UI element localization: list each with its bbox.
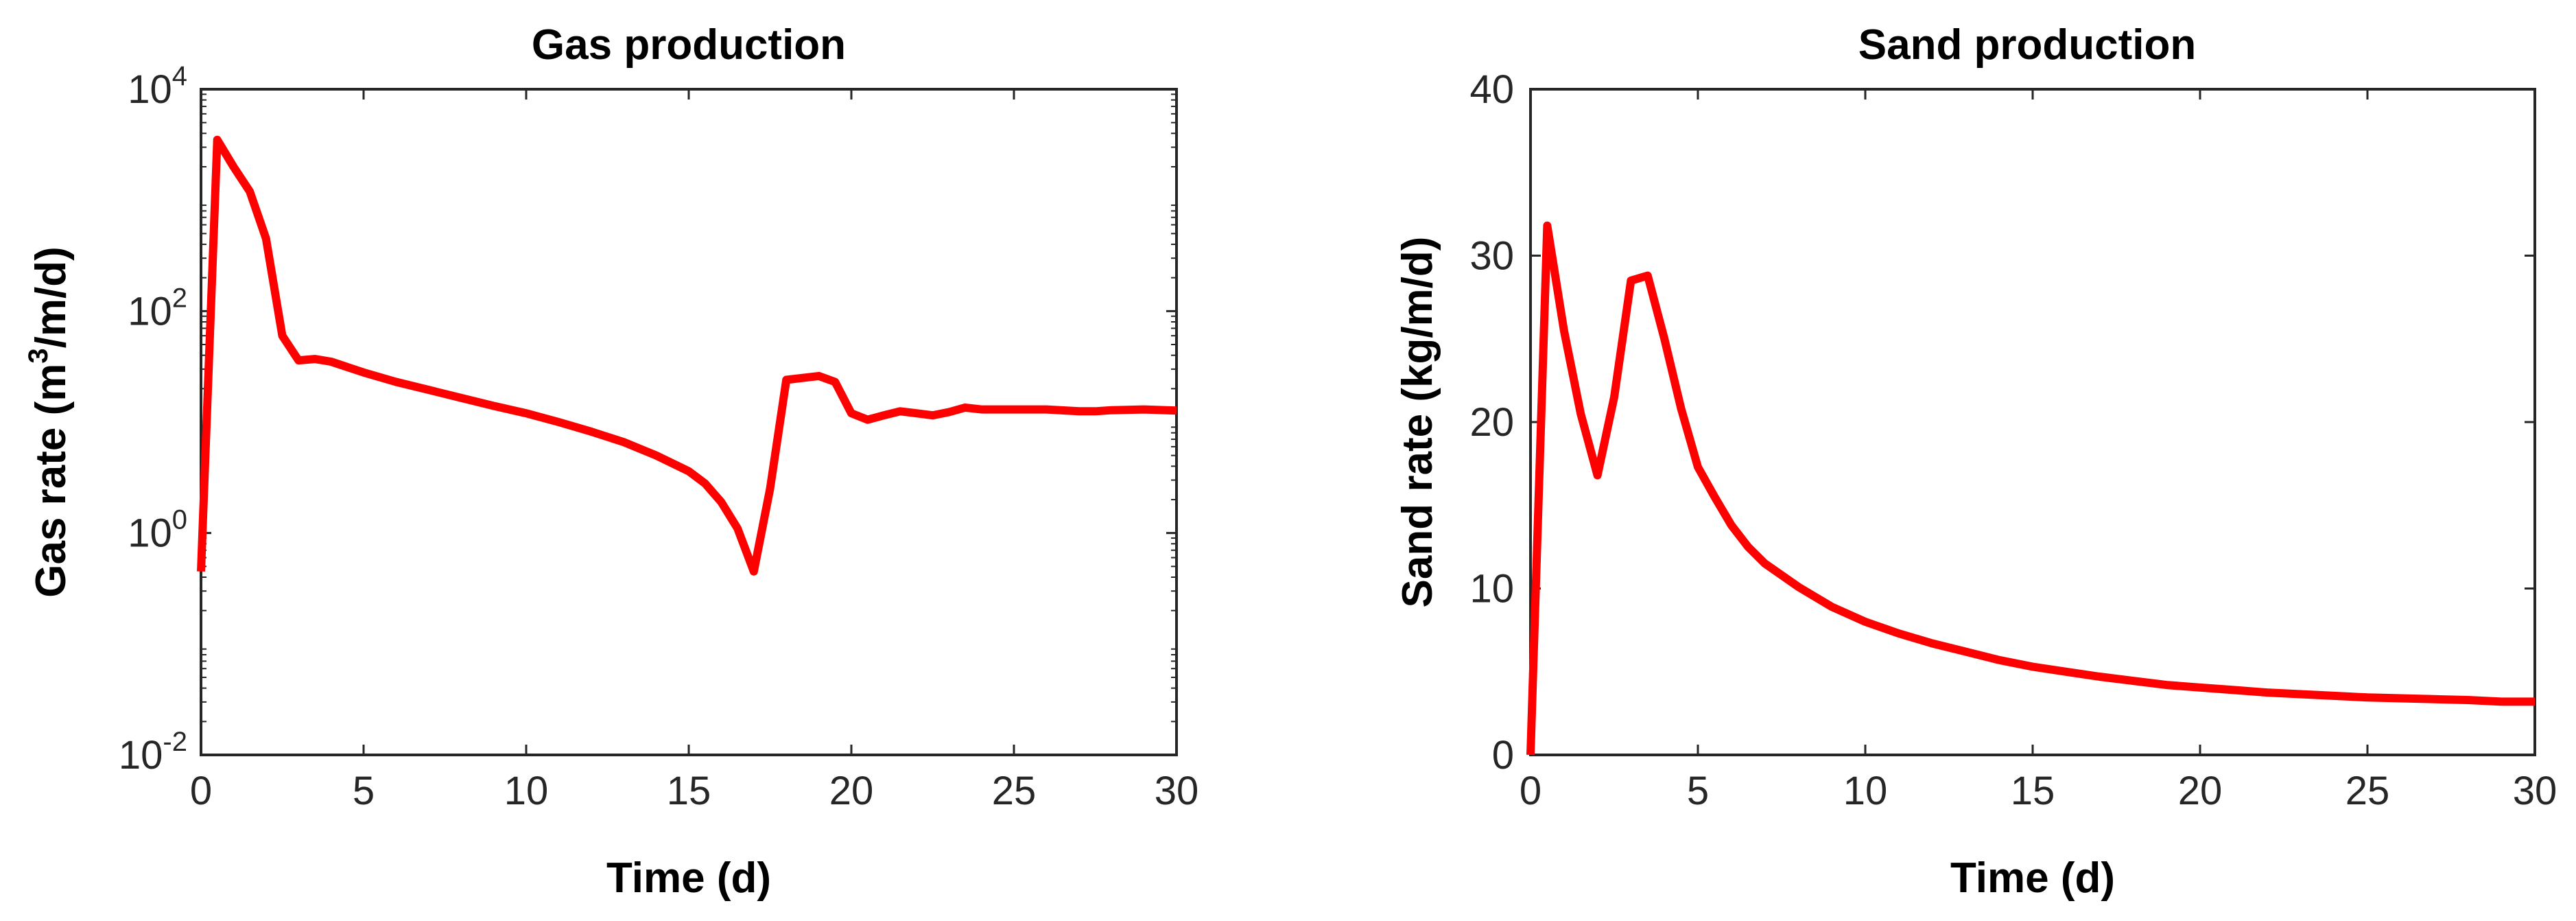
sand-y-tick-label: 0 — [1492, 733, 1514, 778]
gas-x-tick-label: 20 — [829, 769, 874, 813]
gas-y-tick-label: 10-2 — [119, 727, 187, 778]
gas-y-tick-label: 104 — [128, 61, 187, 112]
sand-x-tick-label: 30 — [2513, 769, 2557, 813]
sand-x-tick-label: 25 — [2345, 769, 2390, 813]
sand-y-tick-labels: 0 10 20 30 40 — [1469, 67, 1514, 778]
sand-chart-title: Sand production — [1858, 21, 2197, 69]
sand-rate-series-line — [1526, 221, 2535, 756]
gas-rate-series-line — [197, 135, 1177, 576]
sand-x-tick-label: 20 — [2178, 769, 2223, 813]
gas-y-tick-label: 100 — [128, 505, 187, 556]
sand-y-tick-label: 10 — [1469, 567, 1514, 611]
gas-x-tick-label: 30 — [1155, 769, 1199, 813]
sand-x-tick-label: 5 — [1687, 769, 1709, 813]
sand-x-tick-label: 10 — [1843, 769, 1888, 813]
sand-x-tick-label: 15 — [2011, 769, 2055, 813]
sand-y-tick-label: 20 — [1469, 400, 1514, 445]
gas-x-tick-label: 15 — [667, 769, 711, 813]
gas-y-tick-labels: 10-2 100 102 104 — [119, 61, 187, 778]
gas-x-tick-labels: 0 5 10 15 20 25 30 — [190, 769, 1198, 813]
gas-production-chart: Gas production 10-2 100 102 104 0 5 10 15 20 25 3… — [23, 21, 1198, 902]
gas-y-axis-label-sup: 3 — [23, 348, 54, 363]
gas-plot-area — [200, 88, 1178, 756]
gas-y-axis-label: Gas rate (m3/m/d) — [23, 246, 75, 598]
gas-y-tick-label: 102 — [128, 283, 187, 334]
sand-y-axis-label: Sand rate (kg/m/d) — [1394, 237, 1441, 608]
gas-x-tick-label: 10 — [504, 769, 549, 813]
gas-y-axis-label-main: Gas rate (m — [27, 364, 75, 598]
sand-x-tick-label: 0 — [1520, 769, 1541, 813]
gas-x-tick-label: 0 — [190, 769, 212, 813]
sand-y-tick-label: 30 — [1469, 234, 1514, 279]
sand-x-axis-label: Time (d) — [1950, 854, 2115, 902]
sand-production-chart: Sand production 0 10 20 30 40 0 5 10 15 20 25 30 T… — [1394, 21, 2557, 902]
sand-y-tick-label: 40 — [1469, 67, 1514, 112]
gas-x-axis-label: Time (d) — [606, 854, 771, 902]
gas-chart-title: Gas production — [532, 21, 846, 69]
sand-x-tick-labels: 0 5 10 15 20 25 30 — [1520, 769, 2557, 813]
gas-y-axis-label-tail: /m/d) — [27, 246, 75, 348]
gas-x-tick-label: 5 — [353, 769, 375, 813]
gas-x-tick-label: 25 — [992, 769, 1037, 813]
